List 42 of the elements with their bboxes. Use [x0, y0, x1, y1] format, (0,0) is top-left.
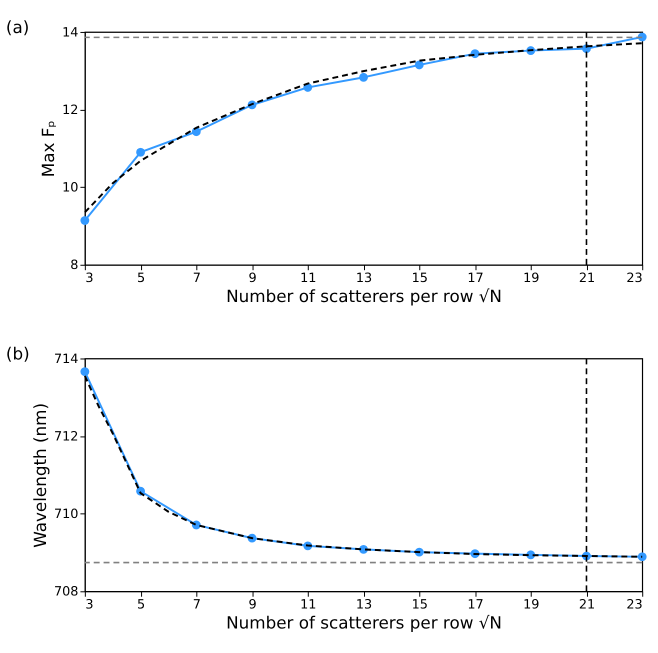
point: [80, 367, 90, 376]
text: (b): [6, 343, 30, 364]
y-axis-title: Max Fₚ: [38, 120, 58, 178]
x-tick-label: 13: [356, 271, 372, 286]
point: [136, 148, 145, 157]
x-tick-label: 7: [192, 271, 201, 286]
x-tick-label: 17: [467, 598, 484, 613]
x-tick-label: 13: [356, 598, 372, 613]
x-tick-label: 11: [300, 271, 316, 286]
x-tick-label: 9: [248, 271, 257, 286]
y-tick-label: 710: [54, 507, 78, 522]
text: (a): [6, 16, 30, 37]
point: [359, 72, 368, 82]
x-axis-title: Number of scatterers per row √N: [226, 612, 502, 632]
y-tick-label: 8: [70, 258, 78, 274]
y-tick-label: 714: [54, 352, 78, 367]
x-tick-label: 5: [136, 271, 146, 286]
x-tick-label: 15: [412, 271, 428, 286]
point: [414, 60, 424, 70]
x-tick-label: 3: [85, 271, 94, 286]
x-tick-label: 21: [578, 271, 596, 286]
y-axis-title: Wavelength (nm): [30, 402, 50, 548]
x-axis-title: Number of scatterers per row √N: [226, 286, 502, 306]
x-tick-label: 9: [248, 598, 257, 613]
x-tick-label: 17: [467, 271, 484, 286]
y-tick-label: 14: [62, 25, 78, 40]
x-tick-label: 23: [626, 271, 643, 286]
point: [80, 216, 90, 225]
y-tick-label: 12: [62, 102, 78, 118]
y-tick-label: 712: [54, 430, 78, 445]
x-tick-label: 21: [578, 598, 596, 613]
x-tick-label: 3: [85, 598, 94, 613]
x-tick-label: 15: [412, 598, 428, 613]
point: [638, 552, 647, 562]
x-tick-label: 19: [523, 271, 540, 286]
x-tick-label: 5: [136, 598, 146, 613]
y-tick-label: 10: [62, 180, 78, 196]
x-tick-label: 23: [626, 598, 643, 613]
x-tick-label: 7: [192, 598, 201, 613]
y-tick-label: 708: [54, 584, 78, 600]
x-tick-label: 19: [523, 598, 540, 613]
x-tick-label: 11: [300, 598, 316, 613]
